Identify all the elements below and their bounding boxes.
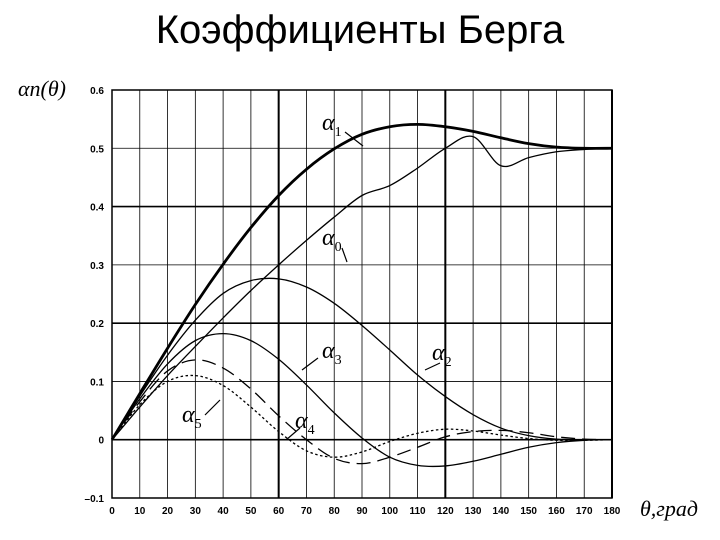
series-lines bbox=[110, 122, 613, 468]
y-axis-label: αn(θ) bbox=[18, 76, 66, 101]
tick-labels: 0 10 20 30 40 50 60 70 80 90 100 110 120 130 140 150 160… bbox=[85, 86, 621, 517]
y-tick-label: –0.1 bbox=[85, 494, 105, 505]
leader-line-α1 bbox=[344, 131, 364, 147]
y-tick-label: 0.3 bbox=[90, 261, 104, 272]
x-tick-label: 110 bbox=[409, 506, 426, 517]
series-label-α4: α4 bbox=[295, 408, 315, 438]
series-line-α3 bbox=[111, 332, 613, 468]
series-label-α2: α2 bbox=[432, 340, 452, 370]
x-tick-label: 20 bbox=[162, 506, 174, 517]
x-tick-label: 150 bbox=[520, 506, 537, 517]
x-tick-label: 90 bbox=[356, 506, 368, 517]
series-label-α1: α1 bbox=[322, 110, 342, 140]
y-tick-label: 0.1 bbox=[90, 377, 104, 388]
x-tick-label: 140 bbox=[493, 506, 510, 517]
series-label-α0: α0 bbox=[322, 225, 342, 255]
x-axis-label: θ,град bbox=[640, 496, 698, 521]
slide-title: Коэффициенты Берга bbox=[155, 8, 565, 52]
x-tick-label: 10 bbox=[134, 506, 146, 517]
leader-line-α3 bbox=[301, 357, 319, 371]
series-labels: α1 α0 α2 α3 α4 α5 bbox=[182, 110, 452, 441]
leader-line-α0 bbox=[341, 247, 348, 263]
x-tick-label: 120 bbox=[437, 506, 454, 517]
x-tick-label: 40 bbox=[218, 506, 230, 517]
series-label-α5: α5 bbox=[182, 402, 202, 432]
series-line-α4 bbox=[111, 359, 613, 465]
x-tick-label: 60 bbox=[273, 506, 285, 517]
x-tick-label: 70 bbox=[301, 506, 313, 517]
x-tick-label: 170 bbox=[576, 506, 593, 517]
x-tick-label: 30 bbox=[190, 506, 202, 517]
y-tick-label: 0.4 bbox=[90, 203, 104, 214]
x-tick-label: 80 bbox=[329, 506, 341, 517]
series-line-α0 bbox=[111, 135, 613, 441]
series-label-α3: α3 bbox=[322, 338, 342, 368]
x-tick-label: 50 bbox=[245, 506, 257, 517]
leader-line-α4 bbox=[285, 427, 301, 441]
series-line-α1 bbox=[110, 122, 613, 441]
plot-frame bbox=[111, 89, 613, 499]
y-tick-label: 0.2 bbox=[90, 319, 104, 330]
y-tick-label: 0.6 bbox=[90, 86, 104, 97]
y-tick-label: 0 bbox=[98, 436, 104, 447]
series-line-α2 bbox=[111, 277, 613, 441]
x-tick-label: 130 bbox=[465, 506, 482, 517]
x-tick-label: 160 bbox=[548, 506, 565, 517]
x-tick-label: 180 bbox=[604, 506, 621, 517]
x-tick-label: 100 bbox=[381, 506, 398, 517]
x-tick-label: 0 bbox=[109, 506, 115, 517]
leader-line-α5 bbox=[204, 399, 221, 416]
y-tick-label: 0.5 bbox=[90, 144, 104, 155]
leader-line-α2 bbox=[424, 362, 441, 371]
